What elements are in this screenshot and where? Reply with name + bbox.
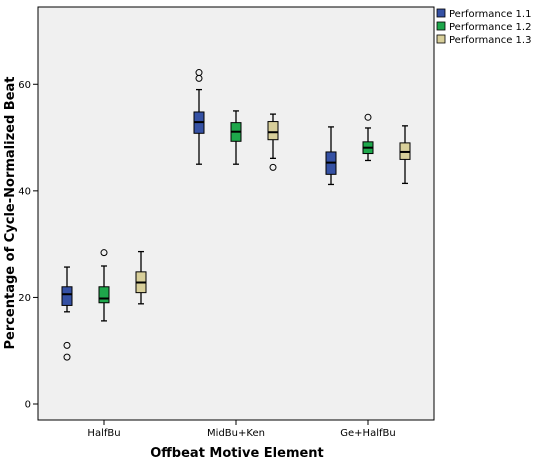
y-axis-title: Percentage of Cycle-Normalized Beat bbox=[3, 76, 18, 349]
outlier-point bbox=[63, 353, 71, 361]
legend: Performance 1.1 Performance 1.2 Performanc… bbox=[436, 8, 531, 46]
legend-label: Performance 1.3 bbox=[449, 35, 531, 46]
legend-swatch bbox=[436, 21, 446, 31]
y-tick-label: 0 bbox=[25, 400, 31, 411]
x-tick-label: Ge+HalfBu bbox=[340, 428, 395, 439]
y-tick-label: 60 bbox=[18, 80, 31, 91]
plot-area bbox=[37, 6, 435, 421]
y-tick-label: 40 bbox=[18, 186, 31, 197]
outlier-point bbox=[364, 113, 372, 121]
x-tick-label: MidBu+Ken bbox=[207, 428, 265, 439]
x-axis-title: Offbeat Motive Element bbox=[150, 446, 324, 461]
y-axis: 0 20 40 60 bbox=[18, 80, 38, 411]
outlier-point bbox=[100, 249, 108, 257]
x-tick-label: HalfBu bbox=[87, 428, 120, 439]
box bbox=[98, 286, 110, 304]
box-marks bbox=[61, 69, 411, 361]
legend-label: Performance 1.1 bbox=[449, 9, 531, 20]
outlier-point bbox=[195, 69, 203, 77]
legend-swatch bbox=[436, 8, 446, 18]
box bbox=[267, 121, 279, 141]
legend-swatch bbox=[436, 34, 446, 44]
legend-label: Performance 1.2 bbox=[449, 22, 531, 33]
y-tick-label: 20 bbox=[18, 293, 31, 304]
outlier-point bbox=[269, 163, 277, 171]
box bbox=[61, 286, 73, 306]
outlier-point bbox=[63, 341, 71, 349]
x-axis: HalfBu MidBu+Ken Ge+HalfBu bbox=[87, 420, 396, 439]
